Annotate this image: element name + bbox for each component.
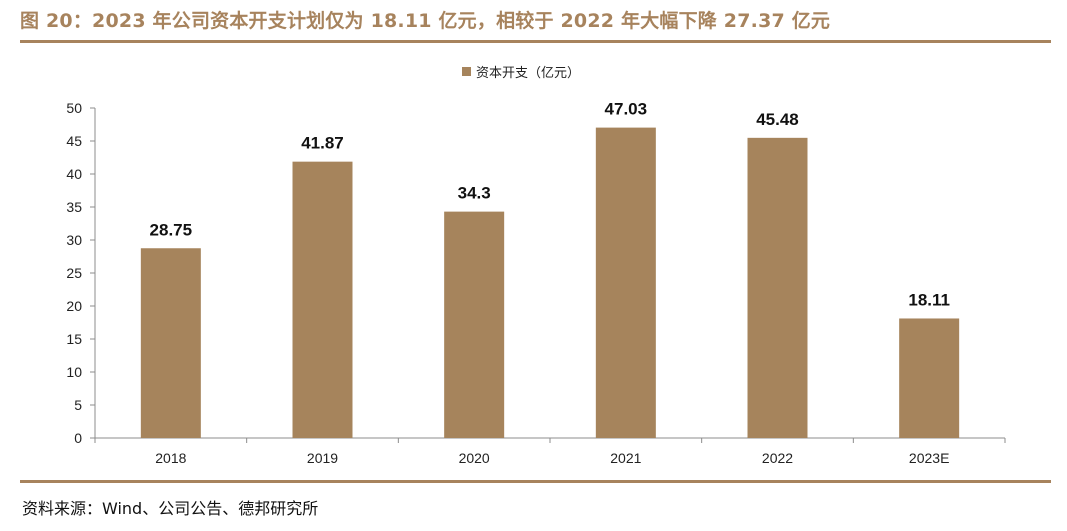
y-tick-label: 0 [74,430,82,446]
data-label: 45.48 [756,110,799,129]
source-note: 资料来源：Wind、公司公告、德邦研究所 [22,499,319,518]
y-tick-label: 45 [66,133,82,149]
y-tick-label: 20 [66,298,82,314]
data-label: 18.11 [908,290,950,309]
data-label: 28.75 [150,220,193,239]
legend-label: 资本开支（亿元） [476,66,580,81]
title-divider [20,40,1051,43]
x-axis: 2018 2019 2020 2021 2022 2023E [94,437,1006,466]
bar [140,248,201,438]
source-divider [20,480,1051,483]
bar [292,161,353,438]
y-tick-label: 40 [66,166,82,182]
figure-title: 图 20：2023 年公司资本开支计划仅为 18.11 亿元，相较于 2022 … [20,10,831,32]
y-tick-label: 5 [74,397,82,413]
y-tick-label: 25 [66,265,82,281]
x-tick-label: 2022 [762,450,793,466]
bar [899,318,960,438]
x-tick-label: 2021 [610,450,641,466]
y-tick-label: 15 [66,331,82,347]
data-label: 34.3 [458,184,491,203]
y-tick-label: 35 [66,199,82,215]
data-label: 47.03 [605,100,648,119]
x-tick-label: 2018 [155,450,186,466]
data-labels: 28.75 41.87 34.3 47.03 45.48 18.11 [150,100,950,310]
legend-swatch [462,67,471,76]
legend: 资本开支（亿元） [462,66,580,81]
bar [595,127,656,439]
y-tick-label: 10 [66,364,82,380]
data-label: 41.87 [301,134,344,153]
y-tick-label: 50 [66,100,82,116]
y-tick-label: 30 [66,232,82,248]
bars [140,127,960,439]
bar [444,211,505,438]
x-tick-label: 2023E [909,450,949,466]
y-axis: 0 5 10 15 20 25 30 35 40 45 50 [66,100,96,446]
x-tick-label: 2019 [307,450,338,466]
bar [747,137,808,438]
x-tick-label: 2020 [459,450,490,466]
